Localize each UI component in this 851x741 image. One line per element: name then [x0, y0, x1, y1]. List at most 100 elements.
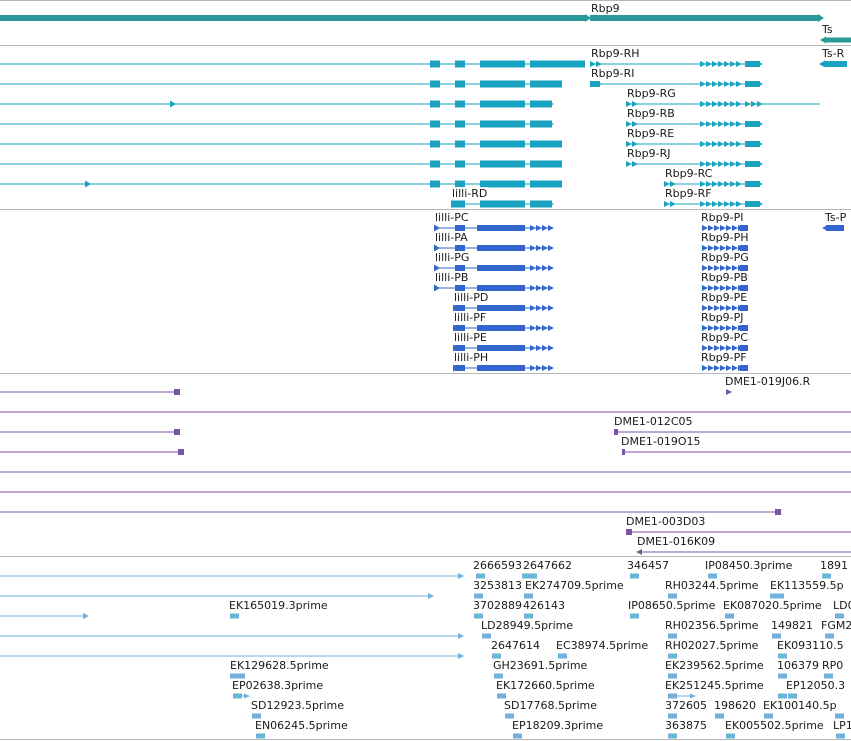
est-label[interactable]: EK093110.5 — [776, 639, 845, 652]
strand-arrow — [700, 201, 706, 207]
cds-label[interactable]: Rbp9-PB — [700, 271, 749, 284]
exon-box — [480, 140, 525, 148]
strand-arrow — [751, 101, 757, 107]
est-label[interactable]: EK251245.5prime — [664, 679, 765, 692]
cds-label[interactable]: lilli-PG — [434, 251, 471, 264]
cds-label[interactable]: lilli-PA — [434, 231, 469, 244]
strand-arrow — [542, 61, 548, 67]
est-label[interactable]: LD0 — [832, 599, 851, 612]
est-label[interactable]: EK172660.5prime — [495, 679, 596, 692]
cds-label[interactable]: Rbp9-PC — [700, 331, 749, 344]
cds-label[interactable]: Rbp9-PF — [700, 351, 748, 364]
est-label[interactable]: 2647614 — [490, 639, 541, 652]
est-label[interactable]: IP08450.3prime — [704, 559, 794, 572]
est-label[interactable]: LP1 — [832, 719, 851, 732]
exon-box — [630, 573, 639, 579]
strand-arrow — [726, 365, 732, 371]
est-label[interactable]: 346457 — [626, 559, 670, 572]
est-label[interactable]: 198620 — [713, 699, 757, 712]
cds-label[interactable]: lilli-PB — [434, 271, 470, 284]
est-label[interactable]: RH02027.5prime — [664, 639, 760, 652]
strand-arrow — [536, 161, 542, 167]
strand-arrow — [536, 245, 542, 251]
clone-label[interactable]: DME1-012C05 — [613, 415, 694, 428]
exon-box — [668, 653, 677, 659]
est-label[interactable]: EC38974.5prime — [555, 639, 650, 652]
clone-label[interactable]: DME1-003D03 — [625, 515, 707, 528]
est-label[interactable]: EK005502.5prime — [724, 719, 825, 732]
transcript-label[interactable]: Rbp9-RJ — [626, 147, 672, 160]
est-label[interactable]: SD17768.5prime — [503, 699, 598, 712]
strand-arrow — [244, 693, 250, 699]
strand-arrow — [530, 305, 536, 311]
cds-label[interactable]: Rbp9-PE — [700, 291, 749, 304]
transcript-label[interactable]: Rbp9-RC — [664, 167, 714, 180]
cds-label[interactable]: lilli-PE — [453, 331, 488, 344]
est-label[interactable]: EK129628.5prime — [229, 659, 330, 672]
est-label[interactable]: GH23691.5prime — [492, 659, 589, 672]
est-label[interactable]: EN06245.5prime — [254, 719, 349, 732]
est-label[interactable]: 372605 — [664, 699, 708, 712]
cds-label[interactable]: lilli-PD — [453, 291, 490, 304]
strand-arrow — [536, 201, 542, 207]
cds-label[interactable]: lilli-PH — [453, 351, 490, 364]
transcript-label[interactable]: Rbp9-RG — [626, 87, 677, 100]
transcript-label[interactable]: Rbp9-RB — [626, 107, 676, 120]
strand-arrow — [712, 101, 718, 107]
est-label[interactable]: EK274709.5prime — [524, 579, 625, 592]
exon-box — [480, 60, 525, 68]
clone-label[interactable]: DME1-019O15 — [620, 435, 702, 448]
cds-label[interactable]: Rbp9-PH — [700, 231, 750, 244]
transcript-label[interactable]: Rbp9-RH — [590, 47, 641, 60]
gene-label-rbp9[interactable]: Rbp9 — [590, 2, 621, 15]
cds-label[interactable]: lilli-PF — [453, 311, 488, 324]
cds-label[interactable]: lilli-PC — [434, 211, 470, 224]
est-label[interactable]: EK165019.3prime — [228, 599, 329, 612]
est-label[interactable]: RH02356.5prime — [664, 619, 760, 632]
transcript-label[interactable]: Rbp9-RF — [664, 187, 713, 200]
est-label[interactable]: 363875 — [664, 719, 708, 732]
transcript-label[interactable]: Rbp9-RI — [590, 67, 636, 80]
est-label[interactable]: 3702889 — [472, 599, 523, 612]
est-label[interactable]: RP0 — [821, 659, 845, 672]
est-label[interactable]: IP08650.5prime — [627, 599, 717, 612]
est-label[interactable]: RH03244.5prime — [664, 579, 760, 592]
cds-label[interactable]: Rbp9-PJ — [700, 311, 745, 324]
est-label[interactable]: LD28949.5prime — [480, 619, 575, 632]
est-label[interactable]: EK239562.5prime — [664, 659, 765, 672]
transcript-label[interactable]: Ts-R — [821, 47, 846, 60]
est-label[interactable]: 2647662 — [522, 559, 573, 572]
est-label[interactable]: FGM2 — [820, 619, 851, 632]
clone-label[interactable]: DME1-016K09 — [636, 535, 717, 548]
exon-box — [430, 180, 440, 188]
cds-label[interactable]: Rbp9-PG — [700, 251, 750, 264]
exon-box — [430, 140, 440, 148]
est-label[interactable]: EP12050.3 — [785, 679, 847, 692]
est-label[interactable]: SD12923.5prime — [250, 699, 345, 712]
est-label[interactable]: 3253813 — [472, 579, 523, 592]
est-label[interactable]: EK113559.5p — [769, 579, 845, 592]
gene-label-ts[interactable]: Ts — [821, 23, 834, 36]
cds-label[interactable]: Rbp9-PI — [700, 211, 745, 224]
est-label[interactable]: 426143 — [522, 599, 566, 612]
strand-arrow — [626, 101, 632, 107]
est-label[interactable]: EK087020.5prime — [722, 599, 823, 612]
transcript-label[interactable]: lilli-RD — [451, 187, 489, 200]
est-label[interactable]: 149821 — [770, 619, 814, 632]
est-label[interactable]: EP18209.3prime — [511, 719, 605, 732]
exon-box — [455, 140, 465, 148]
exon-box — [477, 325, 525, 331]
strand-arrow — [712, 61, 718, 67]
strand-arrow — [542, 225, 548, 231]
est-label[interactable]: EP02638.3prime — [231, 679, 325, 692]
clone-label[interactable]: DME1-019J06.R — [724, 375, 812, 388]
est-label[interactable]: 2666593 — [472, 559, 523, 572]
exon-box — [480, 180, 525, 188]
est-label[interactable]: EK100140.5p — [762, 699, 838, 712]
est-label[interactable]: 1891 — [819, 559, 849, 572]
transcript-label[interactable]: Rbp9-RE — [626, 127, 676, 140]
est-label[interactable]: 106379 — [776, 659, 820, 672]
cds-label[interactable]: Ts-P — [824, 211, 848, 224]
strand-arrow — [632, 101, 638, 107]
exon-box — [822, 573, 831, 579]
